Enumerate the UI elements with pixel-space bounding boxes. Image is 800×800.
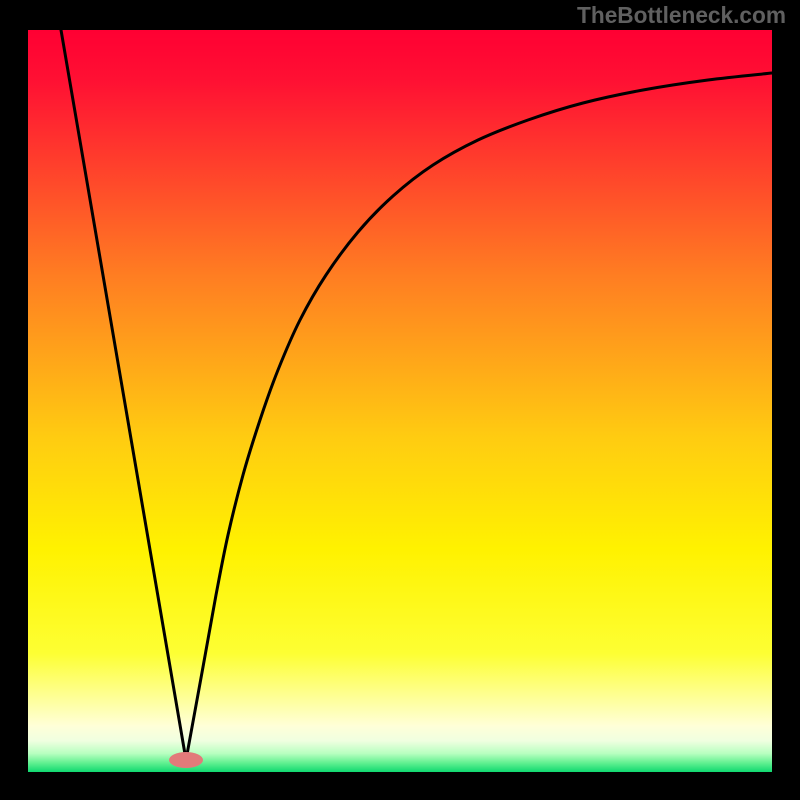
plot-area bbox=[28, 30, 772, 772]
chart-canvas: TheBottleneck.com bbox=[0, 0, 800, 800]
dip-marker bbox=[169, 752, 203, 768]
bottleneck-curve bbox=[28, 30, 772, 772]
watermark-text: TheBottleneck.com bbox=[577, 2, 786, 29]
